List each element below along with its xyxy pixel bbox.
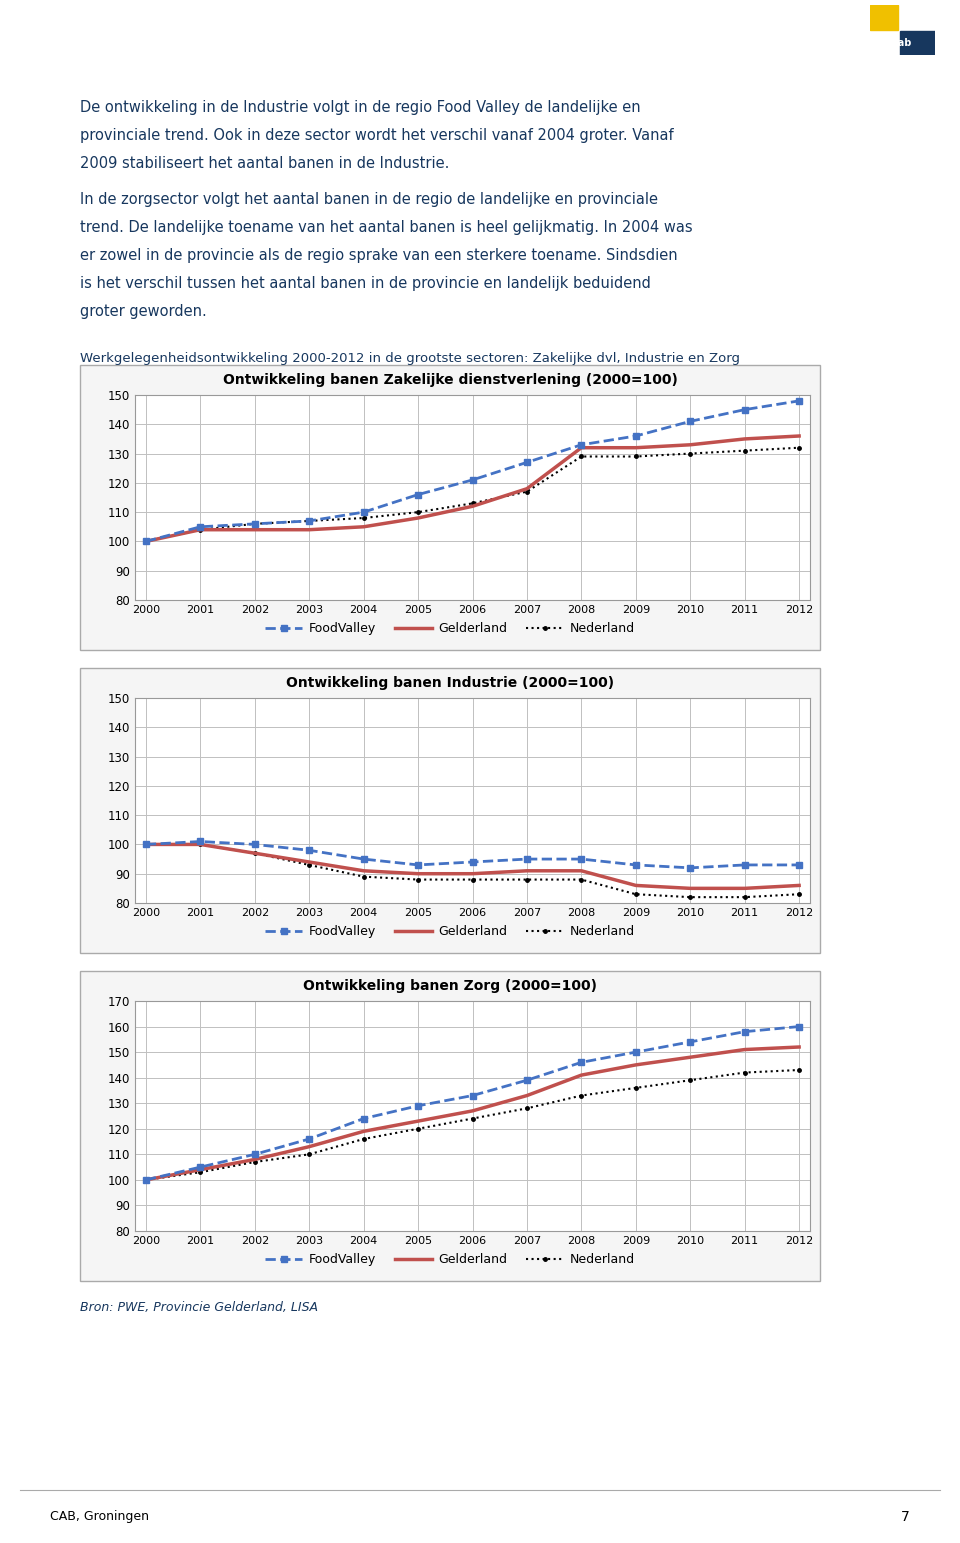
Text: Bron: PWE, Provincie Gelderland, LISA: Bron: PWE, Provincie Gelderland, LISA [80,1301,318,1315]
Legend: FoodValley, Gelderland, Nederland: FoodValley, Gelderland, Nederland [260,920,640,943]
Text: CAB, Groningen: CAB, Groningen [50,1511,149,1523]
Text: Ontwikkeling banen Zorg (2000=100): Ontwikkeling banen Zorg (2000=100) [303,978,597,994]
Text: groter geworden.: groter geworden. [80,304,206,319]
Text: is het verschil tussen het aantal banen in de provincie en landelijk beduidend: is het verschil tussen het aantal banen … [80,276,651,292]
Bar [870,5,899,29]
Text: In de zorgsector volgt het aantal banen in de regio de landelijke en provinciale: In de zorgsector volgt het aantal banen … [80,191,658,207]
Text: 7: 7 [901,1511,910,1524]
Text: De ontwikkeling in de Industrie volgt in de regio Food Valley de landelijke en: De ontwikkeling in de Industrie volgt in… [80,100,640,116]
Text: Werkgelegenheidsontwikkeling 2000-2012 in de grootste sectoren: Zakelijke dvl, I: Werkgelegenheidsontwikkeling 2000-2012 i… [80,352,740,366]
Text: 2009 stabiliseert het aantal banen in de Industrie.: 2009 stabiliseert het aantal banen in de… [80,156,449,171]
Text: er zowel in de provincie als de regio sprake van een sterkere toename. Sindsdien: er zowel in de provincie als de regio sp… [80,248,678,262]
Legend: FoodValley, Gelderland, Nederland: FoodValley, Gelderland, Nederland [260,1248,640,1271]
Text: trend. De landelijke toename van het aantal banen is heel gelijkmatig. In 2004 w: trend. De landelijke toename van het aan… [80,221,692,235]
Legend: FoodValley, Gelderland, Nederland: FoodValley, Gelderland, Nederland [260,617,640,640]
Text: Ontwikkeling banen Zakelijke dienstverlening (2000=100): Ontwikkeling banen Zakelijke dienstverle… [223,373,678,387]
Bar [900,31,935,56]
Text: provinciale trend. Ook in deze sector wordt het verschil vanaf 2004 groter. Vana: provinciale trend. Ook in deze sector wo… [80,128,674,143]
Text: Ontwikkeling banen Industrie (2000=100): Ontwikkeling banen Industrie (2000=100) [286,676,614,690]
Text: cab: cab [893,39,912,48]
